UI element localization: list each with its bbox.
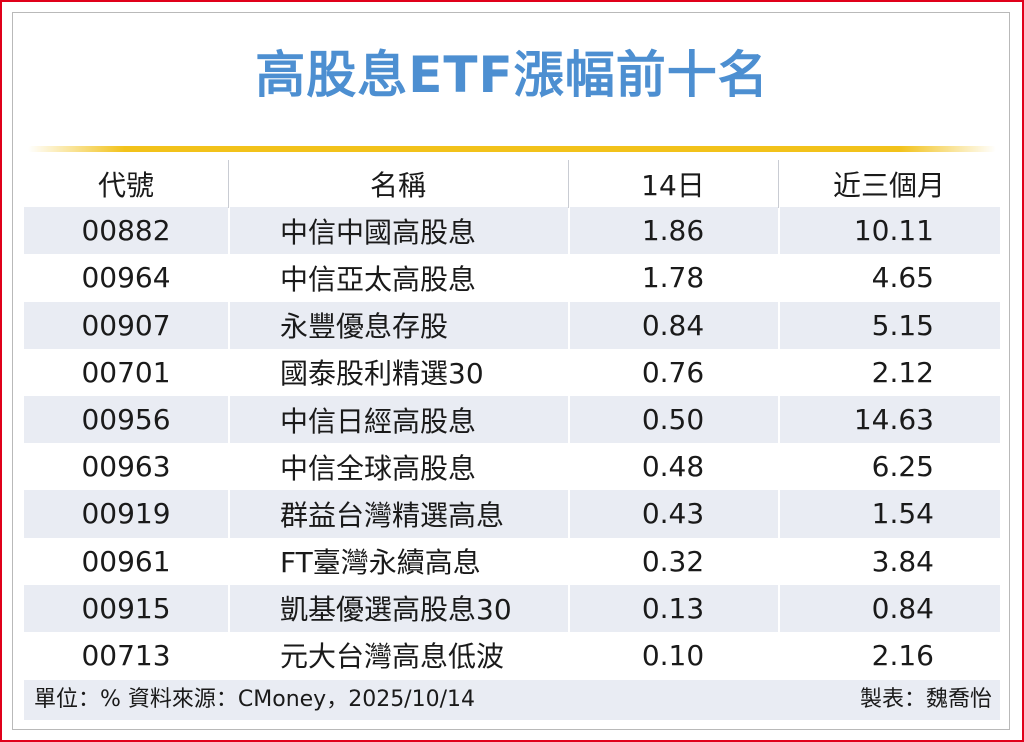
cell-code: 00956 [81,403,171,437]
cell-name: 永豐優息存股 [280,310,449,344]
chart-title: 高股息ETF漲幅前十名 [255,46,769,104]
cell-three-month: 2.16 [871,638,934,672]
header-name: 名稱 [369,168,426,202]
cell-code: 00882 [81,214,171,248]
cell-name: 中信日經高股息 [280,404,477,438]
cell-code: 00907 [81,308,171,342]
source-note: 單位：% 資料來源：CMoney，2025/10/14 [34,687,475,712]
header-day14: 14日 [641,168,705,202]
table-footer: 單位：% 資料來源：CMoney，2025/10/14 製表：魏喬怡 [24,680,1000,720]
cell-three-month: 6.25 [871,450,934,484]
cell-code: 00961 [81,544,171,578]
header-divider [568,160,569,208]
cell-day14: 0.76 [641,355,705,389]
table-row: 00701 國泰股利精選30 0.76 2.12 [24,349,1000,396]
cell-code: 00701 [81,355,171,389]
cell-three-month: 3.84 [871,544,934,578]
cell-day14: 0.50 [641,403,705,437]
table-row: 00882 中信中國高股息 1.86 10.11 [24,207,1000,255]
table-row: 00907 永豐優息存股 0.84 5.15 [24,301,1000,349]
cell-name: 中信全球高股息 [280,451,477,485]
cell-name: 中信亞太高股息 [280,262,477,296]
data-table: 代號 名稱 14日 近三個月 00882 中信中國高股息 1.86 10.11 0096… [24,160,1000,679]
table-row: 00919 群益台灣精選高息 0.43 1.54 [24,490,1000,538]
maker-note: 製表：魏喬怡 [859,687,992,712]
title-rule [28,146,996,152]
cell-name: 群益台灣精選高息 [280,498,505,532]
cell-name: FT臺灣永續高息 [280,546,481,580]
cell-three-month: 4.65 [871,261,934,295]
header-code: 代號 [97,168,154,202]
table-header-row: 代號 名稱 14日 近三個月 [24,160,1000,207]
column-divider [228,158,230,680]
table-row: 00961 FT臺灣永續高息 0.32 3.84 [24,538,1000,585]
cell-day14: 0.84 [641,308,705,342]
cell-day14: 1.78 [641,261,705,295]
cell-day14: 1.86 [641,214,705,248]
cell-name: 凱基優選高股息30 [280,593,512,627]
cell-three-month: 10.11 [853,214,934,248]
header-three-month: 近三個月 [832,168,945,202]
cell-code: 00919 [81,497,171,531]
cell-name: 國泰股利精選30 [280,357,484,391]
cell-day14: 0.32 [641,544,705,578]
cell-name: 中信中國高股息 [280,215,477,249]
cell-three-month: 2.12 [871,355,934,389]
cell-day14: 0.10 [641,638,705,672]
cell-three-month: 0.84 [871,591,934,625]
cell-day14: 0.43 [641,497,705,531]
cell-three-month: 1.54 [871,497,934,531]
inner-border [12,12,1010,730]
cell-day14: 0.48 [641,450,705,484]
cell-code: 00713 [81,638,171,672]
cell-name: 元大台灣高息低波 [280,640,505,674]
cell-code: 00963 [81,450,171,484]
table-row: 00956 中信日經高股息 0.50 14.63 [24,395,1000,444]
column-divider [568,158,570,680]
table-row: 00963 中信全球高股息 0.48 6.25 [24,443,1000,490]
cell-three-month: 5.15 [871,308,934,342]
cell-day14: 0.13 [641,591,705,625]
table-row: 00964 中信亞太高股息 1.78 4.65 [24,254,1000,301]
cell-code: 00915 [81,591,171,625]
table-row: 00713 元大台灣高息低波 0.10 2.16 [24,632,1000,679]
cell-code: 00964 [81,261,171,295]
column-divider [778,158,780,680]
header-divider [778,160,779,208]
table-row: 00915 凱基優選高股息30 0.13 0.84 [24,584,1000,632]
header-divider [228,160,229,208]
cell-three-month: 14.63 [853,403,934,437]
